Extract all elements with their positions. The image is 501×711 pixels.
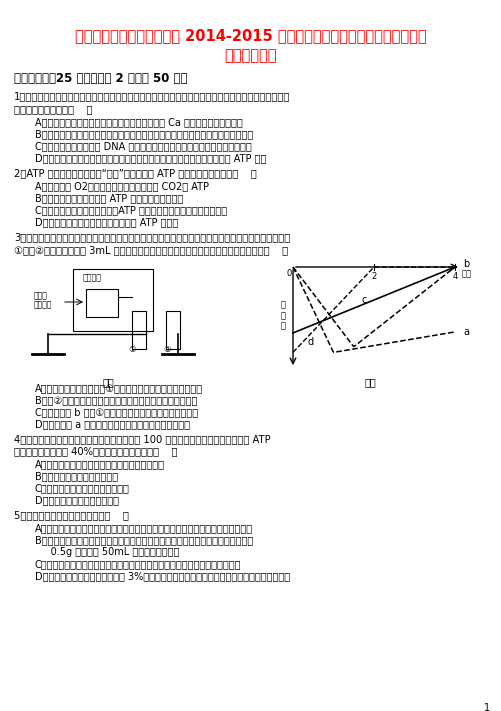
Text: A．微量元素在细胞中含量很少，但不可替代，如 Ca 是构成细胞的必需元素: A．微量元素在细胞中含量很少，但不可替代，如 Ca 是构成细胞的必需元素 [35,117,242,127]
Text: C．细胞质中存在作用于 DNA 的解旋酶，空间结构发生改变时可导致活性丧失: C．细胞质中存在作用于 DNA 的解旋酶，空间结构发生改变时可导致活性丧失 [35,141,251,151]
Text: ①: ① [128,345,135,354]
Text: 分的说法不正确的是（    ）: 分的说法不正确的是（ ） [14,104,92,114]
Text: d: d [307,338,313,348]
Text: B．设②号试管对照组是为了排除无关变量温度对实验的干扰: B．设②号试管对照组是为了排除无关变量温度对实验的干扰 [35,395,197,405]
Text: 2．ATP 是细胞内流通的能量“通货”，下列关于 ATP 的说法中，正确的是（    ）: 2．ATP 是细胞内流通的能量“通货”，下列关于 ATP 的说法中，正确的是（ … [14,168,256,178]
Text: D．探究温度对酶活性的影响，向 3%过氧化氢溶液中加入不同温度下保温后的过氧化氢酶溶液: D．探究温度对酶活性的影响，向 3%过氧化氢溶液中加入不同温度下保温后的过氧化氢… [35,571,290,581]
Text: 时间: 时间 [461,269,471,278]
Text: A．检验发酵产物酒精需向①号试管中滴加含重铬酸钾的浓硫酸: A．检验发酵产物酒精需向①号试管中滴加含重铬酸钾的浓硫酸 [35,383,203,393]
Text: 相
对
值: 相 对 值 [280,301,285,331]
Text: C．用高倍显微镜观察叶绿体和线粒体实验中，看到的是它们生活状态下的形态: C．用高倍显微镜观察叶绿体和线粒体实验中，看到的是它们生活状态下的形态 [35,559,241,569]
Bar [86,289,118,317]
Text: D．进入寒冷环境时，人体肾上腺素和甲状腺激素的分泌增多，细胞产生的 ATP 变多: D．进入寒冷环境时，人体肾上腺素和甲状腺激素的分泌增多，细胞产生的 ATP 变多 [35,153,266,163]
Text: D．有氧呼吸和无氧呼吸的全过程都有 ATP 的合成: D．有氧呼吸和无氧呼吸的全过程都有 ATP 的合成 [35,217,178,227]
Text: B．用高倍显微镜观察叶片上表皮细胞和线粒体的实验中，在洁净的玻片中央一滴用: B．用高倍显微镜观察叶片上表皮细胞和线粒体的实验中，在洁净的玻片中央一滴用 [35,535,253,545]
Text: 图甲: 图甲 [102,377,114,387]
Text: 一、选择题（25 小题，每题 2 分，共 50 分）: 一、选择题（25 小题，每题 2 分，共 50 分） [14,72,187,85]
Text: 1: 1 [483,703,489,711]
Text: a: a [462,327,468,337]
Text: 4: 4 [451,272,457,281]
Text: A．初期发生有氧呼吸和无氧呼吸，无氧呼吸为主: A．初期发生有氧呼吸和无氧呼吸，无氧呼吸为主 [35,459,165,469]
Text: 的量却有其他细胞的 40%，表示有花序细胞的是（    ）: 的量却有其他细胞的 40%，表示有花序细胞的是（ ） [14,446,177,456]
Bar [132,311,146,349]
Text: 葡萄糖液: 葡萄糖液 [34,300,53,309]
Text: C．图乙曲线 b 表示①号试管内玻璃管口气泡释放速率变化: C．图乙曲线 b 表示①号试管内玻璃管口气泡释放速率变化 [35,407,198,417]
Text: 学）考试试题: 学）考试试题 [224,48,277,63]
Text: B．蛋白质和核酸是所有细胞都含有的大分子有机物，单独存在时无法完成生命活动: B．蛋白质和核酸是所有细胞都含有的大分子有机物，单独存在时无法完成生命活动 [35,129,253,139]
Text: A．只要提供 O2，线粒体就能为叶绿体提供 CO2和 ATP: A．只要提供 O2，线粒体就能为叶绿体提供 CO2和 ATP [35,181,208,191]
Text: 酵母菌: 酵母菌 [34,291,48,300]
Text: A．探究温度对淀粉液淀粉酶活性的影响：检验淀粉是否分解的适宜试剂是斐林试剂: A．探究温度对淀粉液淀粉酶活性的影响：检验淀粉是否分解的适宜试剂是斐林试剂 [35,523,253,533]
Text: 1．细胞是生物体结构和功能的基本单位，是由多种元素和化合物构成的生命系统，下列关于细胞组成成: 1．细胞是生物体结构和功能的基本单位，是由多种元素和化合物构成的生命系统，下列关… [14,91,290,101]
Text: C．只在细胞液基质中发生呼吸作用: C．只在细胞液基质中发生呼吸作用 [35,483,130,493]
Text: 2: 2 [371,272,376,281]
Text: 恒温水浴: 恒温水浴 [83,273,102,282]
Text: 3．为研究酵母菌的发酵产物，某研究小组设计了如下图甲所示的装置，并将有关检测结果绘制成图乙。: 3．为研究酵母菌的发酵产物，某研究小组设计了如下图甲所示的装置，并将有关检测结果… [14,232,290,242]
Text: 4．某些植物早午开花，花序细胞中有其他细胞 100 倍以上，但单位质量葡萄糖生成 ATP: 4．某些植物早午开花，花序细胞中有其他细胞 100 倍以上，但单位质量葡萄糖生成… [14,434,270,444]
Text: 0.5g 健那绿和 50mL 蒸馏水配制的染液: 0.5g 健那绿和 50mL 蒸馏水配制的染液 [35,547,179,557]
Text: D．没有进行有氧呼吸第三阶段: D．没有进行有氧呼吸第三阶段 [35,495,119,505]
Bar [166,311,180,349]
Text: B．洋葱表皮细胞中能形成 ATP 的细胞器只有线粒体: B．洋葱表皮细胞中能形成 ATP 的细胞器只有线粒体 [35,193,183,203]
Text: 5．下列关于实验的叙述正确的是（    ）: 5．下列关于实验的叙述正确的是（ ） [14,510,129,520]
Text: D．图乙曲线 a 表示酵母菌培养液中酵母菌数量变化规律: D．图乙曲线 a 表示酵母菌培养液中酵母菌数量变化规律 [35,419,189,429]
Bar [73,269,153,331]
Text: c: c [360,296,366,306]
Text: 安徽省合肥市第一六八中学 2014-2015 学年高二生物下学期期末（暨新高三升: 安徽省合肥市第一六八中学 2014-2015 学年高二生物下学期期末（暨新高三升 [75,28,426,43]
Text: ①号、②号试管中均加入 3mL 蒸馏水和一定量的检验试剂，据图分析下列说法正确的是（    ）: ①号、②号试管中均加入 3mL 蒸馏水和一定量的检验试剂，据图分析下列说法正确的… [14,245,288,255]
Text: C．细胞吸收钾离子的过程中，ATP 中高能磷酸键的能量都会释放出来: C．细胞吸收钾离子的过程中，ATP 中高能磷酸键的能量都会释放出来 [35,205,226,215]
Text: 图乙: 图乙 [363,377,375,387]
Text: 0: 0 [286,269,291,278]
Text: B．产生的热量远多于其他细胞: B．产生的热量远多于其他细胞 [35,471,118,481]
Text: ②: ② [163,345,170,354]
Text: b: b [462,259,468,269]
